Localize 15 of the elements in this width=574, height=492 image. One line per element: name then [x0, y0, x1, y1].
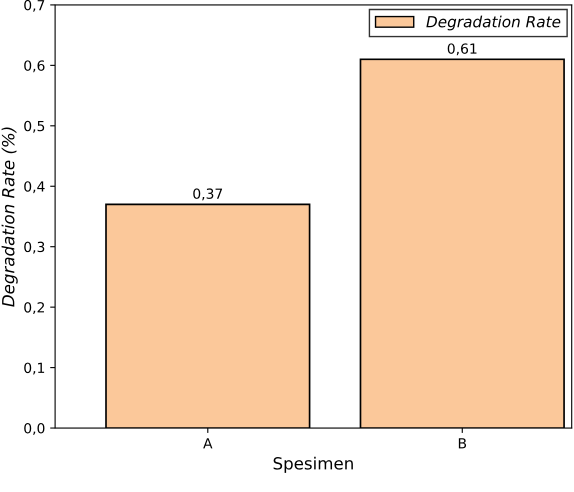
y-tick-label: 0,7 [24, 0, 44, 12]
y-tick-label: 0,3 [24, 242, 44, 254]
y-tick-label: 0,0 [24, 423, 44, 435]
x-tick-label: B [458, 438, 466, 448]
y-tick-label: 0,4 [24, 181, 45, 194]
data-label: 0,61 [448, 43, 476, 56]
x-tick-label: A [203, 438, 212, 448]
y-tick-label: 0,5 [24, 120, 44, 133]
y-tick-label: 0,2 [24, 302, 44, 314]
y-axis-title: Degradation Rate (%) [2, 127, 18, 307]
y-tick-label: 0,6 [24, 60, 45, 72]
y-tick-label: 0,1 [24, 362, 44, 374]
legend-label: Degradation Rate [426, 16, 560, 30]
data-label: 0,37 [193, 188, 222, 200]
x-axis-title: Spesimen [274, 456, 353, 473]
